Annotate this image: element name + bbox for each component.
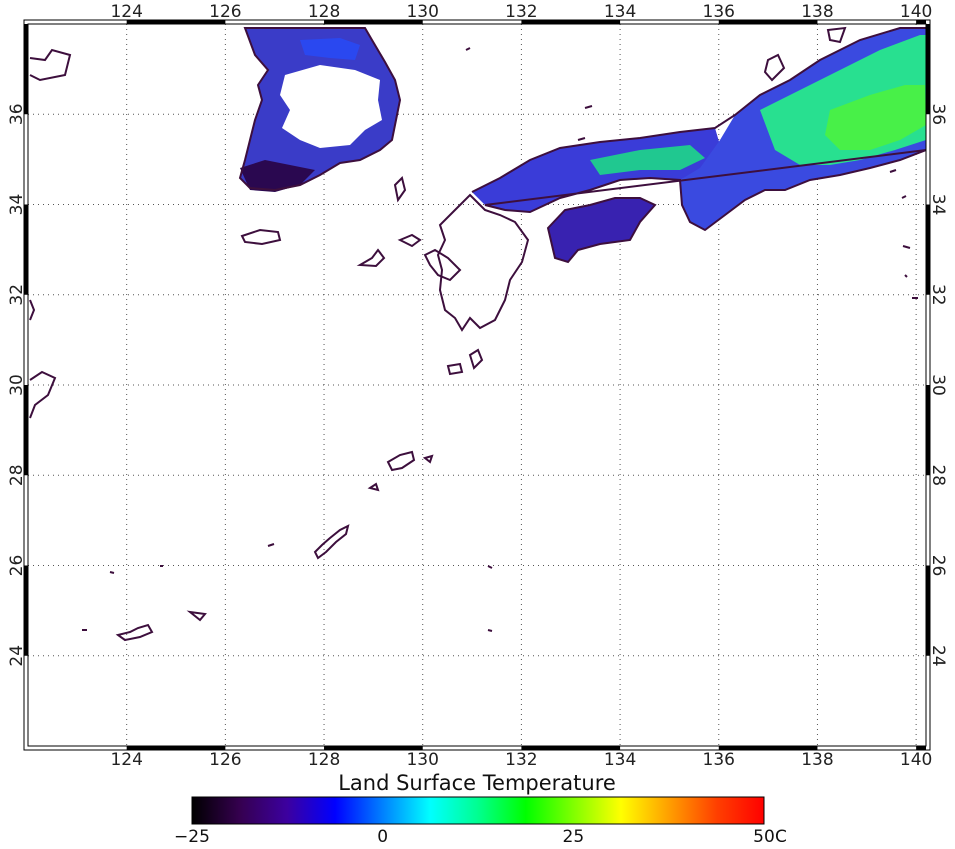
lat-tick-label-right: 36 bbox=[928, 103, 948, 125]
colorbar-tick-label: 25 bbox=[563, 827, 585, 847]
lat-tick-label-left: 36 bbox=[7, 103, 27, 125]
chart-title: Land Surface Temperature bbox=[338, 771, 616, 795]
lon-tick-label-bottom: 136 bbox=[703, 750, 735, 770]
shikoku-temperature-patch bbox=[548, 198, 655, 262]
lat-tick-label-left: 32 bbox=[7, 284, 27, 306]
lat-tick-label-left: 28 bbox=[7, 464, 27, 486]
amami-coastline bbox=[386, 450, 434, 472]
latitude-labels-right: 24 26 28 30 32 34 36 bbox=[928, 103, 948, 666]
lon-tick-label-top: 130 bbox=[406, 2, 438, 22]
colorbar-labels: −25 0 25 50 C bbox=[174, 827, 787, 847]
islands-misc bbox=[82, 47, 918, 632]
lat-tick-label-right: 26 bbox=[928, 555, 948, 577]
chugoku-green-band bbox=[590, 145, 705, 175]
korea-clear-area bbox=[280, 65, 382, 148]
lon-tick-label-top: 128 bbox=[308, 2, 340, 22]
lat-tick-label-right: 24 bbox=[928, 645, 948, 667]
sado-island-coastline bbox=[763, 26, 847, 82]
tsushima-coastline bbox=[393, 176, 407, 203]
colorbar-gradient bbox=[191, 796, 765, 825]
korea-blue-band bbox=[300, 38, 360, 60]
korea-cold-patch bbox=[240, 160, 315, 192]
lat-tick-label-right: 28 bbox=[928, 464, 948, 486]
lat-tick-label-left: 24 bbox=[7, 645, 27, 667]
lon-tick-label-bottom: 134 bbox=[604, 750, 636, 770]
colorbar bbox=[191, 796, 765, 825]
lon-tick-label-top: 136 bbox=[703, 2, 735, 22]
latitude-labels-left: 24 26 28 30 32 34 36 bbox=[7, 103, 27, 666]
lon-tick-label-top: 124 bbox=[110, 2, 142, 22]
lon-tick-label-bottom: 128 bbox=[308, 750, 340, 770]
longitude-labels-top: 124 126 128 130 132 134 136 138 140 bbox=[110, 2, 932, 22]
china-coastline-south bbox=[29, 299, 57, 419]
lat-tick-label-left: 30 bbox=[7, 374, 27, 396]
lon-tick-label-bottom: 138 bbox=[801, 750, 833, 770]
jeju-island-coastline bbox=[240, 228, 282, 246]
lon-tick-label-bottom: 130 bbox=[406, 750, 438, 770]
kyushu-coastline bbox=[436, 193, 530, 332]
lon-tick-label-top: 132 bbox=[505, 2, 537, 22]
shikoku-coastline bbox=[546, 197, 657, 264]
lon-tick-label-top: 126 bbox=[209, 2, 241, 22]
sakishima-coastline bbox=[115, 610, 207, 642]
lon-tick-label-bottom: 132 bbox=[505, 750, 537, 770]
temperature-overlay bbox=[240, 28, 926, 262]
coastlines bbox=[29, 26, 926, 642]
lon-tick-label-bottom: 140 bbox=[900, 750, 932, 770]
lon-tick-label-top: 134 bbox=[604, 2, 636, 22]
korea-coastline bbox=[238, 27, 402, 192]
lat-tick-label-right: 32 bbox=[928, 284, 948, 306]
map-frame bbox=[23, 19, 931, 751]
lat-tick-label-right: 34 bbox=[928, 194, 948, 216]
honshu-coastline bbox=[471, 27, 926, 232]
colorbar-tick-label: 50 bbox=[753, 827, 775, 847]
colorbar-tick-label: 0 bbox=[377, 827, 388, 847]
lat-tick-label-left: 34 bbox=[7, 194, 27, 216]
central-honshu-warm-patch bbox=[825, 85, 926, 150]
lat-tick-label-left: 26 bbox=[7, 555, 27, 577]
lon-tick-label-top: 138 bbox=[801, 2, 833, 22]
kyushu-west-islands bbox=[423, 248, 462, 282]
okinawa-coastline bbox=[313, 524, 350, 560]
lat-tick-label-right: 30 bbox=[928, 374, 948, 396]
lon-tick-label-top: 140 bbox=[900, 2, 932, 22]
china-coastline-north bbox=[29, 48, 72, 82]
longitude-labels-bottom: 124 126 128 130 132 134 136 138 140 bbox=[110, 750, 932, 770]
tanegashima-coastline bbox=[446, 348, 484, 376]
colorbar-tick-label: −25 bbox=[174, 827, 210, 847]
lon-tick-label-bottom: 126 bbox=[209, 750, 241, 770]
lon-tick-label-bottom: 124 bbox=[110, 750, 142, 770]
colorbar-unit: C bbox=[775, 827, 787, 847]
